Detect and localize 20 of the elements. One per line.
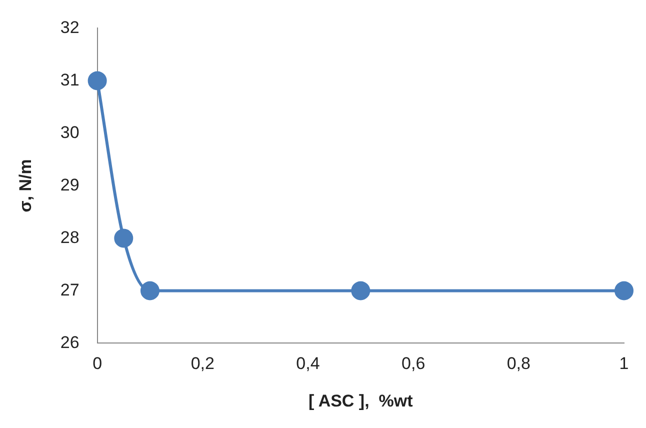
x-tick-label: 1	[619, 354, 629, 374]
x-tick-label: 0,8	[506, 354, 530, 374]
y-tick-label: 31	[60, 70, 80, 90]
x-tick-label: 0,4	[296, 354, 320, 374]
x-tick-label: 0,6	[402, 354, 426, 374]
point	[614, 281, 634, 300]
y-tick-label: 28	[60, 228, 80, 247]
y-tick-label: 30	[60, 122, 80, 142]
x-tick-label: 0,2	[190, 354, 214, 374]
x-axis-title: [ ASC ], %wt	[308, 391, 414, 410]
y-axis-title: σ, N/m	[16, 159, 35, 212]
y-tick-label: 29	[60, 175, 80, 194]
point	[88, 71, 107, 90]
y-tick-label: 26	[60, 332, 80, 352]
point	[351, 281, 370, 300]
y-tick-label: 27	[60, 280, 80, 300]
x-tick-label: 0	[92, 354, 102, 374]
y-tick-label: 32	[60, 18, 80, 37]
point	[114, 228, 134, 248]
point	[140, 281, 160, 300]
